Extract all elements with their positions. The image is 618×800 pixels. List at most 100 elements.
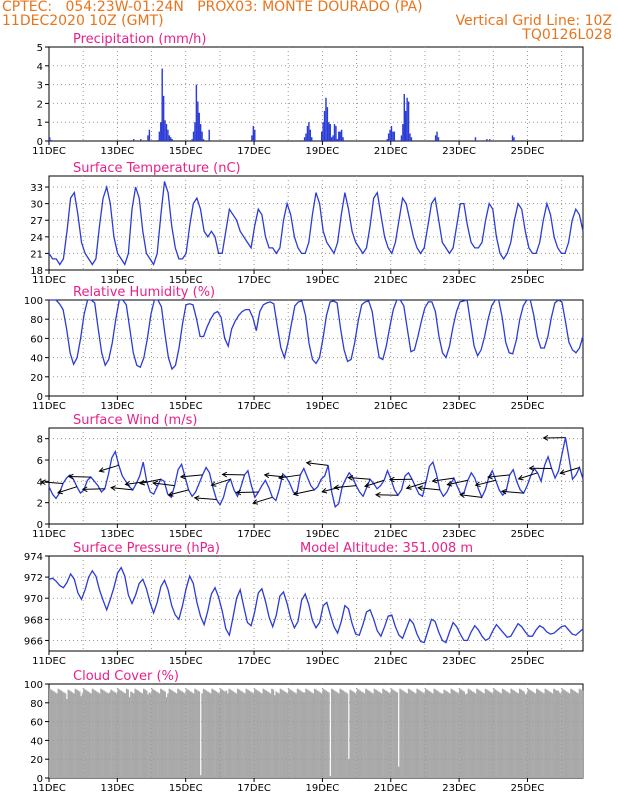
cloud-bar bbox=[490, 692, 493, 778]
series-line bbox=[48, 437, 584, 509]
wind-arrow-icon bbox=[333, 484, 340, 491]
cloud-bar bbox=[101, 689, 104, 778]
precip-bar bbox=[437, 137, 440, 141]
cloud-bar bbox=[227, 693, 229, 778]
cloud-bar bbox=[373, 688, 376, 778]
x-tick-label: 23DEC bbox=[442, 783, 476, 794]
cloud-bar bbox=[561, 688, 564, 778]
wind-arrow-icon bbox=[474, 481, 481, 488]
x-tick-label: 23DEC bbox=[442, 656, 476, 667]
cloud-bar bbox=[326, 691, 329, 778]
x-tick-label: 23DEC bbox=[442, 146, 476, 157]
cloud-bar bbox=[141, 693, 144, 778]
x-tick-label: 25DEC bbox=[511, 783, 545, 794]
cloud-bar bbox=[265, 690, 268, 778]
precip-bar bbox=[202, 139, 205, 141]
cloud-bar bbox=[523, 691, 525, 778]
cloud-bar bbox=[286, 693, 289, 778]
cloud-bar bbox=[345, 692, 347, 778]
cloud-bar bbox=[114, 692, 117, 778]
cloud-bar bbox=[362, 692, 364, 778]
cloud-bar bbox=[497, 691, 500, 778]
cloud-bar bbox=[397, 766, 400, 778]
cloud-bar bbox=[189, 691, 192, 778]
wind-arrow-shaft bbox=[278, 474, 301, 479]
y-tick-label: 20 bbox=[30, 373, 43, 384]
cloud-bar bbox=[241, 691, 243, 778]
cloud-bar bbox=[289, 689, 292, 778]
wind-arrow-icon bbox=[487, 473, 493, 480]
cloud-bar bbox=[439, 692, 441, 778]
precip-bar bbox=[194, 122, 196, 141]
cloud-bar bbox=[382, 688, 384, 778]
precip-bar bbox=[436, 131, 438, 141]
cloud-bar bbox=[422, 692, 424, 778]
precip-bar bbox=[410, 137, 413, 141]
y-tick-label: 100 bbox=[24, 680, 43, 691]
precip-bar bbox=[323, 110, 326, 141]
cloud-bar bbox=[469, 689, 471, 778]
cloud-bar bbox=[447, 692, 450, 778]
wind-arrow-shaft bbox=[99, 464, 119, 472]
cloud-bar bbox=[158, 693, 161, 778]
cloud-bar bbox=[135, 689, 138, 778]
cloud-bar bbox=[151, 688, 154, 778]
x-tick-label: 21DEC bbox=[374, 401, 408, 412]
cloud-bar bbox=[557, 690, 559, 778]
cloud-bar bbox=[577, 693, 579, 778]
cloud-bar bbox=[124, 693, 127, 778]
precip-bar bbox=[311, 137, 313, 141]
x-tick-label: 19DEC bbox=[306, 783, 340, 794]
x-tick-label: 17DEC bbox=[237, 401, 271, 412]
cloud-bar bbox=[358, 689, 360, 778]
precip-bar bbox=[167, 129, 169, 141]
precip-bar bbox=[168, 135, 171, 141]
cloud-bar bbox=[460, 689, 463, 778]
cloud-bar bbox=[303, 692, 306, 778]
wind-arrow-icon bbox=[56, 488, 63, 495]
cloud-bar bbox=[100, 688, 102, 778]
wind-arrow-shaft bbox=[447, 479, 468, 486]
cloud-bar bbox=[506, 691, 508, 778]
cloud-bar bbox=[567, 692, 569, 778]
cloud-bar bbox=[491, 693, 494, 778]
cloud-bar bbox=[313, 688, 316, 778]
precip-bar bbox=[511, 135, 514, 141]
cloud-bar bbox=[429, 691, 431, 778]
wind-arrow-shaft bbox=[406, 481, 427, 489]
cloud-bar bbox=[222, 690, 225, 778]
precip-bar bbox=[199, 124, 202, 141]
cloud-bar bbox=[117, 688, 119, 778]
cloud-bar bbox=[165, 697, 168, 778]
cloud-bar bbox=[198, 691, 201, 778]
wind-arrow-shaft bbox=[432, 477, 454, 482]
cloud-bar bbox=[58, 689, 61, 778]
cloud-bar bbox=[57, 688, 60, 778]
x-tick-label: 17DEC bbox=[237, 656, 271, 667]
cloud-bar bbox=[446, 691, 448, 778]
cloud-bar bbox=[372, 693, 374, 778]
precip-bar bbox=[201, 131, 203, 141]
x-tick-label: 21DEC bbox=[374, 656, 408, 667]
cloud-bar bbox=[308, 690, 310, 778]
cloud-bar bbox=[432, 693, 434, 778]
x-tick-label: 11DEC bbox=[32, 656, 66, 667]
cloud-bar bbox=[68, 690, 71, 778]
cloud-bar bbox=[214, 690, 216, 778]
cloud-bar bbox=[403, 691, 406, 778]
cloud-bar bbox=[54, 692, 57, 778]
cloud-bar bbox=[283, 691, 286, 778]
precip-bar bbox=[164, 120, 166, 141]
cloud-bar bbox=[182, 692, 185, 778]
cloud-bar bbox=[340, 689, 343, 778]
precip-bar bbox=[171, 139, 173, 141]
cloud-bar bbox=[131, 692, 134, 778]
panel-frame bbox=[48, 46, 584, 142]
wind-arrow-shaft bbox=[252, 496, 273, 504]
cloud-bar bbox=[86, 690, 88, 778]
precip-bar bbox=[308, 122, 310, 141]
wind-arrow-shaft bbox=[140, 478, 161, 485]
cloud-bar bbox=[480, 691, 483, 778]
cloud-bar bbox=[463, 691, 466, 778]
wind-arrow-shaft bbox=[418, 487, 440, 491]
